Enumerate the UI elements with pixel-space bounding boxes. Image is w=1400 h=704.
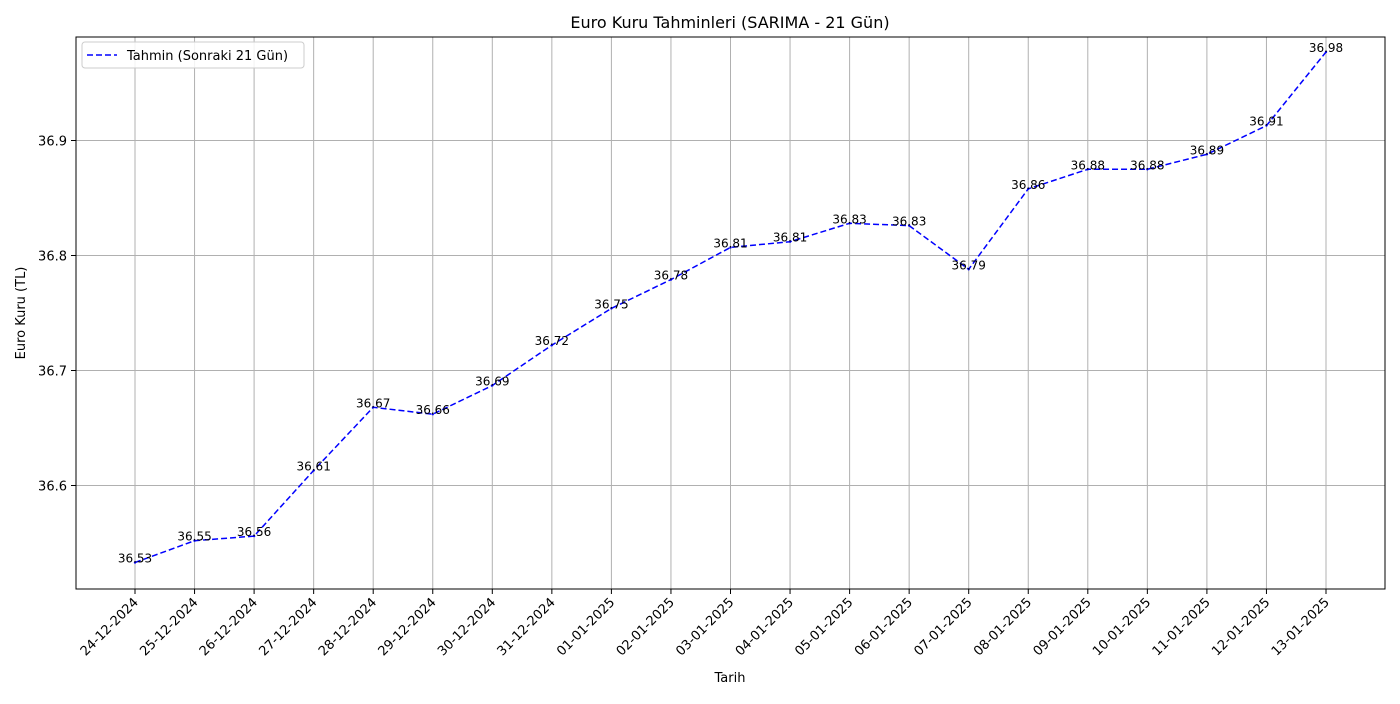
x-axis: 24-12-202425-12-202426-12-202427-12-2024… [78,589,1333,659]
data-point [491,384,494,387]
x-tick-label: 04-01-2025 [733,595,797,659]
y-tick-label: 36.6 [38,480,67,495]
x-tick-label: 03-01-2025 [673,595,737,659]
x-tick-label: 26-12-2024 [197,595,261,659]
data-point [729,246,732,249]
data-label: 36.67 [356,396,390,410]
data-point [669,278,673,281]
y-axis: 36.6 36.7 36.8 36.9 [38,135,76,495]
data-label: 36.55 [177,530,211,544]
data-point [1027,187,1030,190]
x-tick-label: 10-01-2025 [1090,595,1154,659]
data-label: 36.61 [296,460,330,474]
data-label: 36.86 [1011,178,1045,192]
data-label: 36.78 [654,269,688,283]
data-label: 36.81 [773,231,807,245]
grid [76,37,1385,589]
x-tick-label: 05-01-2025 [792,595,856,659]
y-tick-label: 36.7 [38,365,67,380]
data-point [372,406,375,409]
legend: Tahmin (Sonraki 21 Gün) [81,41,305,69]
series-line-group [133,50,1328,564]
data-label: 36.88 [1071,158,1105,172]
data-label: 36.66 [416,403,450,417]
data-label: 36.72 [535,334,569,348]
data-point [1265,124,1268,127]
data-point [907,224,911,227]
y-tick-label: 36.9 [38,135,67,150]
x-axis-label: Tarih [714,671,746,686]
x-tick-label: 27-12-2024 [256,595,320,659]
x-tick-label: 11-01-2025 [1150,595,1214,659]
legend-box [81,41,305,69]
data-label: 36.81 [713,236,747,250]
data-point [1205,153,1209,156]
x-tick-label: 24-12-2024 [78,595,142,659]
data-point [1086,168,1090,171]
data-label: 36.91 [1249,115,1283,129]
data-point [610,307,613,310]
data-point [133,561,137,564]
x-tick-label: 29-12-2024 [376,595,440,659]
x-tick-label: 07-01-2025 [911,595,975,659]
data-label: 36.83 [892,215,926,229]
data-point [193,539,196,542]
data-label: 36.89 [1190,143,1224,157]
x-tick-label: 06-01-2025 [852,595,916,659]
x-tick-label: 02-01-2025 [614,595,678,659]
data-point [1324,50,1328,54]
x-tick-label: 30-12-2024 [435,595,499,659]
x-tick-label: 13-01-2025 [1269,595,1333,659]
data-point [252,534,256,538]
data-point [312,469,315,472]
data-label: 36.56 [237,525,271,539]
y-axis-label: Euro Kuru (TL) [14,267,29,360]
x-tick-label: 09-01-2025 [1031,595,1095,659]
data-point [1146,168,1149,171]
chart-title: Euro Kuru Tahminleri (SARIMA - 21 Gün) [570,13,889,32]
legend-entry-label: Tahmin (Sonraki 21 Gün) [126,49,288,64]
x-tick-label: 28-12-2024 [316,595,380,659]
data-label: 36.53 [118,552,152,566]
data-label: 36.75 [594,297,628,311]
x-tick-label: 25-12-2024 [137,595,201,659]
data-label: 36.83 [832,212,866,226]
x-tick-label: 12-01-2025 [1209,595,1273,659]
data-label: 36.88 [1130,158,1164,172]
data-point [967,268,970,271]
data-point [788,240,792,243]
data-point [848,222,851,225]
data-point [431,413,434,416]
x-tick-label: 08-01-2025 [971,595,1035,659]
data-label: 36.69 [475,374,509,388]
x-tick-label: 31-12-2024 [495,595,559,659]
data-label: 36.79 [952,258,986,272]
x-tick-label: 01-01-2025 [554,595,618,659]
y-tick-label: 36.8 [38,250,67,265]
data-labels: 36.53 36.55 36.56 36.61 36.67 36.66 36.69 36.72… [118,41,1343,566]
data-label: 36.98 [1309,41,1343,55]
data-point [550,344,554,347]
